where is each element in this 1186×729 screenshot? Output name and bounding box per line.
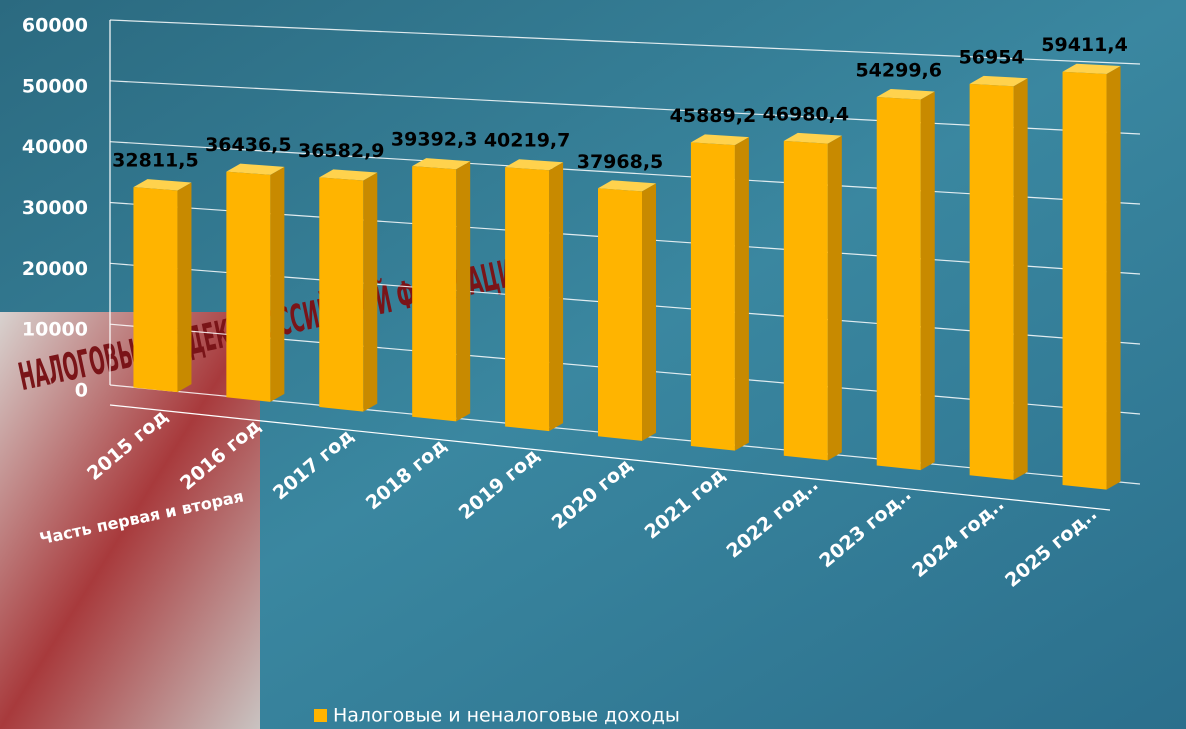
bar-top [133,179,192,191]
grid-line [109,19,1141,65]
bar-top [690,134,749,146]
value-label: 56954 [959,46,1025,68]
bar-side [363,172,378,412]
value-label: 39392,3 [391,129,478,151]
grid-line [109,141,1141,205]
value-label: 59411,4 [1041,34,1128,56]
bar [412,166,457,422]
value-label: 37968,5 [577,151,664,173]
bar-top [1062,63,1121,74]
bar-side [734,137,749,451]
bar-side [1106,65,1121,490]
y-tick-label: 10000 [22,319,88,341]
bar [876,97,921,471]
y-tick-label: 60000 [22,15,88,37]
value-label: 45889,2 [670,105,757,127]
bar [319,177,364,412]
value-label: 36582,9 [298,140,385,162]
bar [598,188,642,441]
bar [505,167,550,432]
bar-top [783,132,842,144]
bar-top [226,163,285,175]
bar-top [505,159,564,171]
bar [226,171,271,402]
y-tick-label: 30000 [22,197,88,219]
value-label: 36436,5 [205,134,292,156]
x-axis [109,404,1111,511]
y-tick-label: 40000 [22,136,88,158]
bar-top [876,89,935,100]
value-label: 40219,7 [484,130,571,152]
bar [133,187,178,393]
bar-side [456,161,471,422]
value-label: 54299,6 [855,60,942,82]
bar-side [827,135,842,461]
bar [783,140,828,461]
grid-line [109,80,1141,135]
y-tick-label: 20000 [22,258,88,280]
bar-side [177,182,192,393]
bar-top [969,75,1028,87]
value-label: 46980,4 [763,103,850,125]
y-tick-label: 50000 [22,75,88,97]
bar-top [412,158,471,170]
bar [969,83,1014,480]
bar-top [598,180,656,192]
y-tick-label: 0 [75,380,88,402]
value-label: 32811,5 [112,150,199,172]
legend-swatch [314,709,327,722]
legend-label: Налоговые и неналоговые доходы [333,705,680,727]
bar-top [319,169,378,181]
bar-side [920,91,935,471]
bar [690,142,735,451]
bar-side [549,162,564,432]
bar [1062,71,1107,490]
bar-side [1013,78,1028,480]
bar-side [270,166,285,402]
book-cover [0,312,260,729]
bar-side [642,183,656,441]
